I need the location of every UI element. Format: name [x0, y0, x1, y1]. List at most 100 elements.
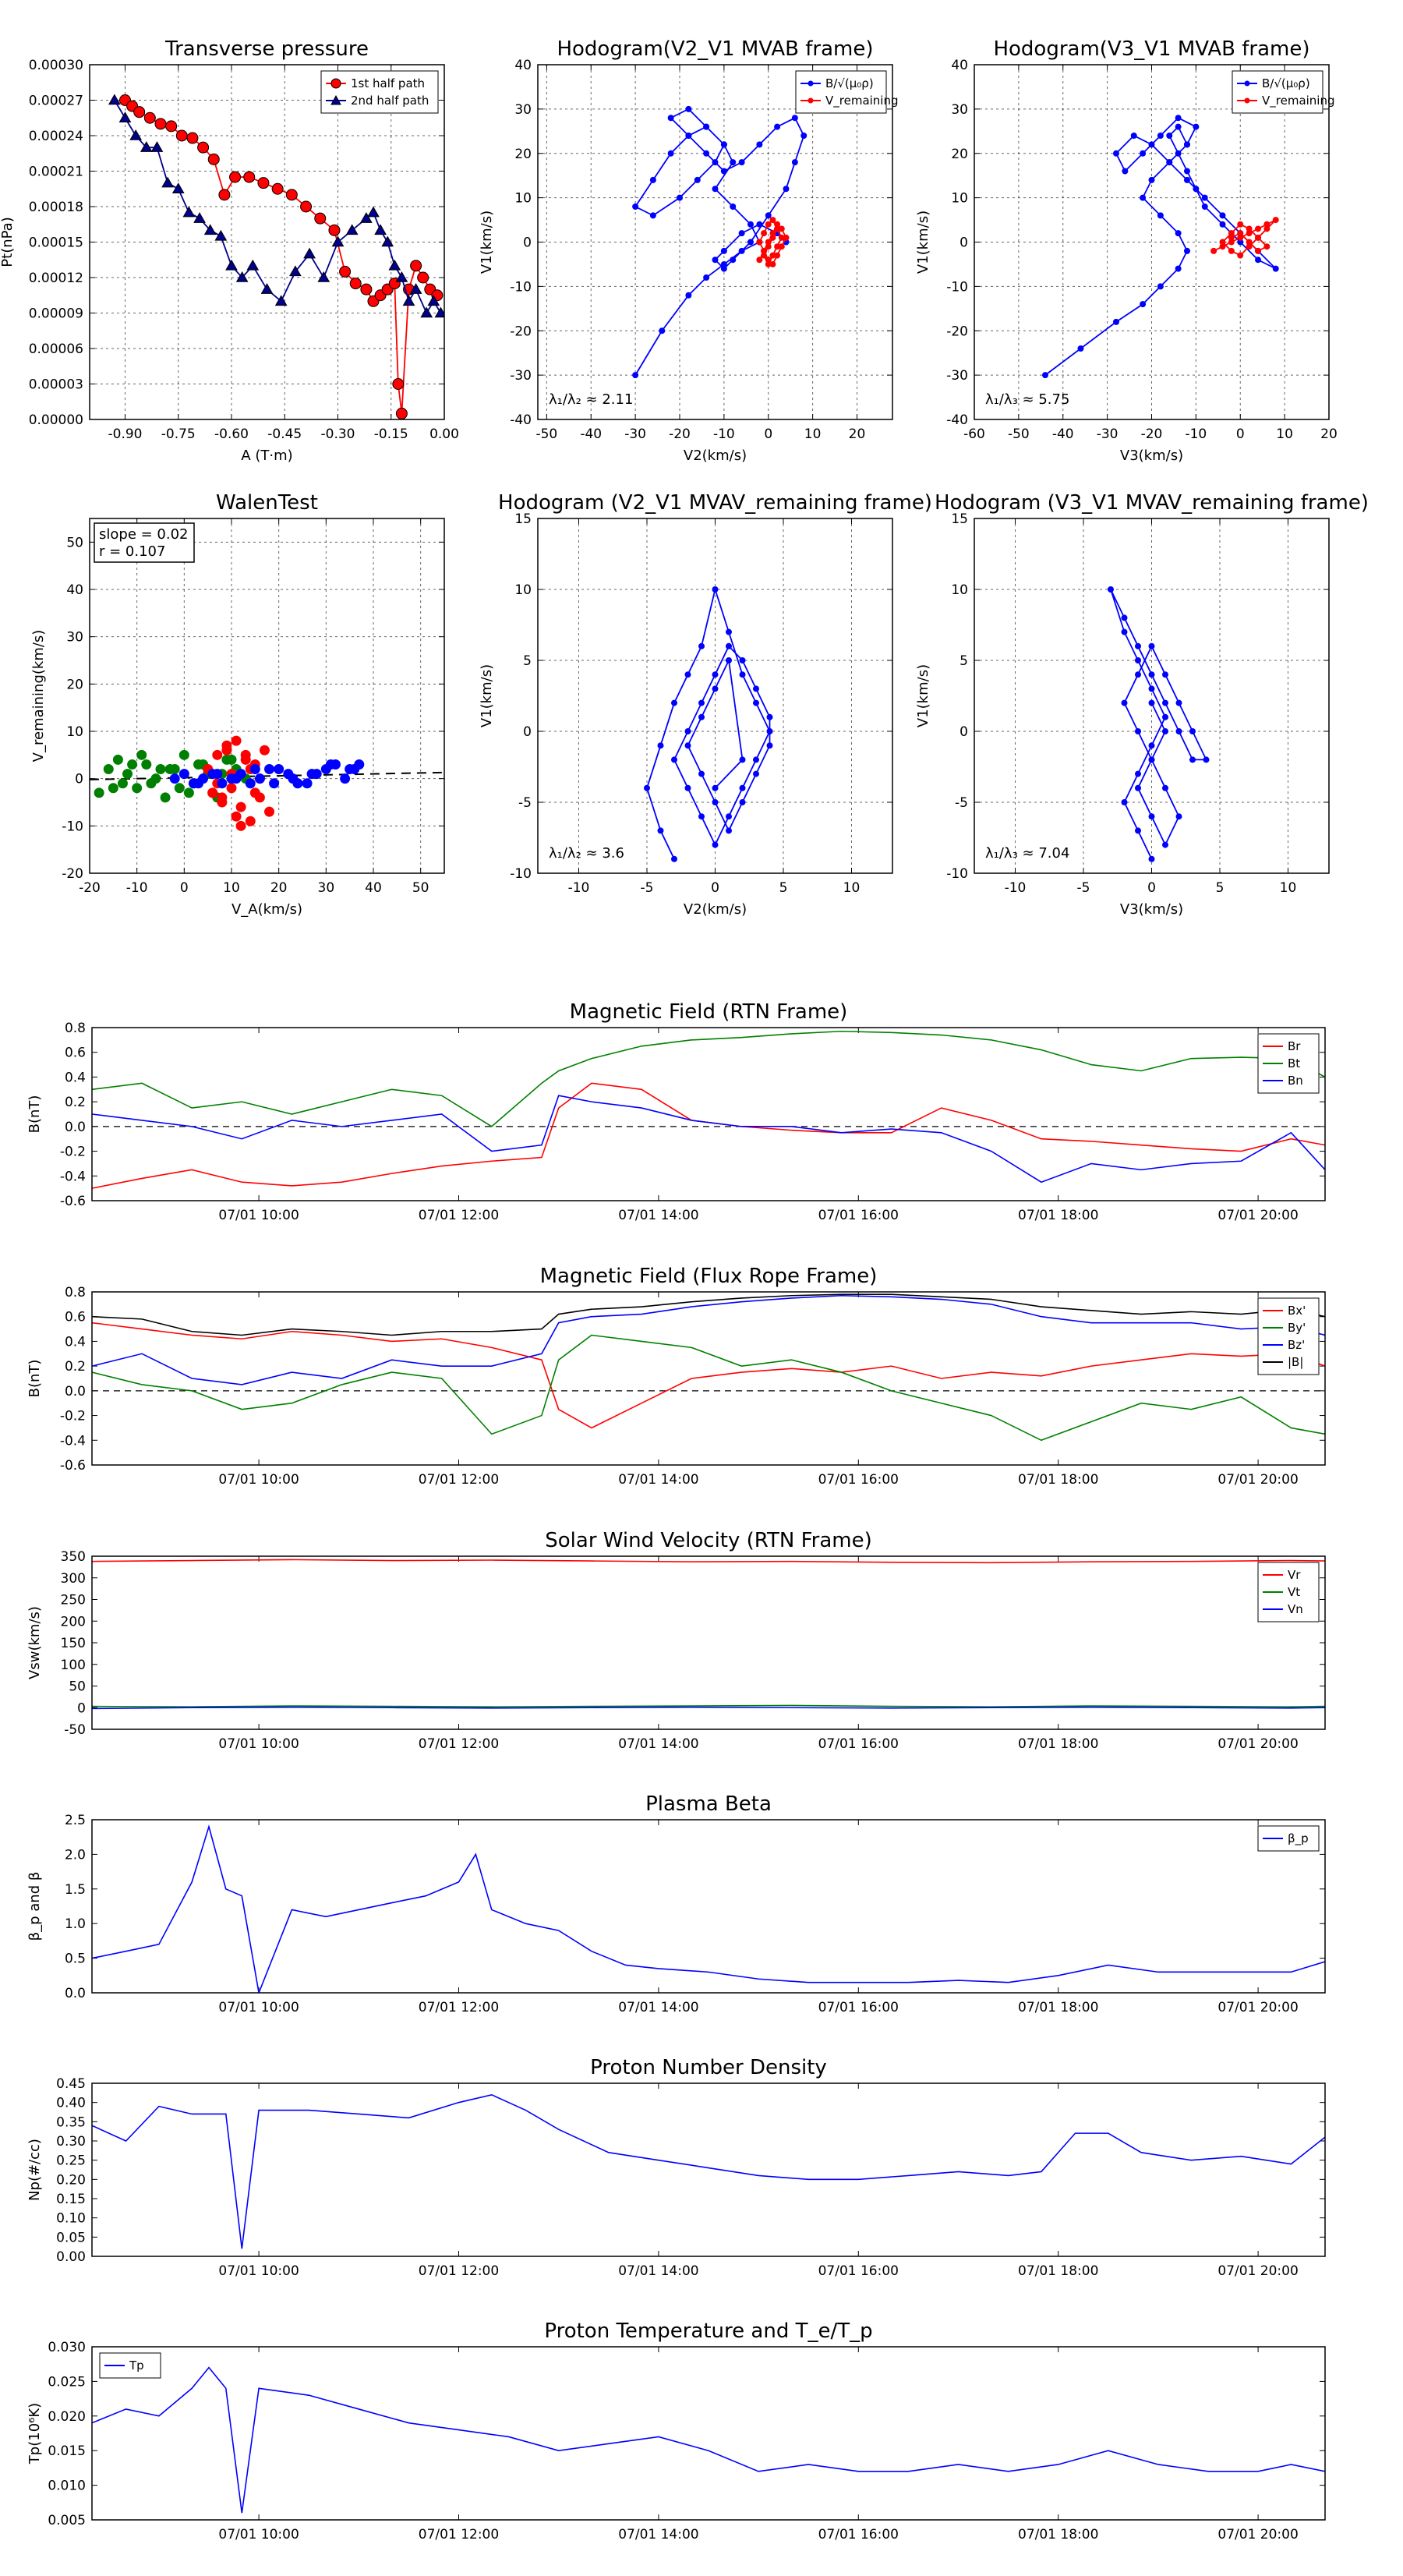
- y-tick-label: -5: [518, 795, 532, 811]
- legend: Tp: [99, 2352, 161, 2379]
- data-point: [1042, 372, 1048, 379]
- data-point: [1140, 301, 1147, 308]
- data-point: [218, 189, 231, 201]
- data-point: [434, 306, 444, 318]
- data-point: [395, 407, 408, 419]
- data-point: [1228, 234, 1235, 241]
- y-tick-label: 0.25: [56, 2153, 86, 2169]
- y-tick-label: -5: [955, 795, 968, 811]
- y-tick-label: 0.4: [65, 1334, 86, 1350]
- series-line-1: [92, 1704, 1325, 1707]
- data-point: [659, 327, 666, 334]
- plot-area: [92, 1030, 1325, 1189]
- y-axis-label: V1(km/s): [915, 664, 931, 727]
- x-tick-label: 0.00: [429, 426, 459, 442]
- x-tick-label: -30: [624, 426, 646, 442]
- data-point: [345, 764, 355, 775]
- legend-label: B/√(μ₀ρ): [1262, 76, 1310, 90]
- data-point: [339, 265, 352, 278]
- x-tick-label: 07/01 18:00: [1018, 1208, 1098, 1223]
- data-point: [207, 153, 220, 165]
- data-point: [132, 783, 143, 794]
- data-point: [340, 773, 351, 784]
- legend-label: Vr: [1288, 1568, 1301, 1582]
- y-axis-label: B(nT): [27, 1095, 43, 1134]
- data-point: [1162, 713, 1168, 720]
- data-point: [1246, 239, 1253, 246]
- data-point: [182, 206, 196, 218]
- x-tick-label: 5: [779, 880, 788, 896]
- y-tick-label: 0: [523, 235, 532, 251]
- legend-label: Br: [1288, 1039, 1301, 1053]
- data-point: [739, 756, 746, 763]
- data-point: [245, 778, 256, 789]
- chart-vsw: Solar Wind Velocity (RTN Frame) 07/01 10:…: [27, 1529, 1326, 1752]
- y-tick-label: 40: [514, 58, 532, 73]
- y-tick-label: 0.20: [56, 2172, 86, 2188]
- data-point: [726, 657, 732, 663]
- x-tick-label: 07/01 12:00: [419, 1208, 499, 1223]
- data-point: [1189, 756, 1196, 763]
- data-point: [235, 271, 249, 282]
- plot-area: [90, 735, 444, 831]
- series-line-0: [92, 1322, 1325, 1429]
- data-point: [747, 221, 754, 228]
- plot-frame: [537, 518, 893, 874]
- legend-marker: [808, 97, 814, 104]
- data-point: [774, 225, 781, 232]
- chart-np: Proton Number Density 07/01 10:00 07/01 12…: [27, 2056, 1326, 2279]
- x-tick-label: 50: [412, 880, 429, 896]
- data-point: [1135, 728, 1141, 734]
- y-tick-label: 10: [951, 582, 968, 598]
- data-point: [1237, 221, 1244, 228]
- data-point: [756, 257, 763, 264]
- x-tick-label: -10: [713, 426, 735, 442]
- data-point: [1135, 657, 1141, 663]
- data-point: [1121, 699, 1128, 706]
- x-tick-label: 30: [318, 880, 335, 896]
- annotation-text: slope = 0.02: [99, 526, 189, 543]
- x-tick-label: 10: [843, 880, 861, 896]
- data-point: [1148, 813, 1155, 820]
- data-point: [739, 799, 746, 805]
- data-point: [395, 271, 408, 282]
- x-tick-label: 07/01 18:00: [1018, 2527, 1098, 2542]
- plot-area: [92, 2366, 1325, 2514]
- legend: Bx' By' Bz' |B|: [1257, 1297, 1320, 1375]
- series-line-0: [124, 99, 438, 414]
- data-point: [1122, 168, 1129, 175]
- x-tick-label: -40: [1052, 426, 1074, 442]
- chart-h1: Hodogram(V2_V1 MVAB frame)-50 -40 -30 -20 -1…: [479, 37, 899, 464]
- series-line-2: [92, 1095, 1325, 1184]
- x-tick-label: 07/01 20:00: [1217, 2000, 1298, 2015]
- x-tick-label: 07/01 10:00: [218, 2263, 299, 2279]
- data-point: [374, 224, 387, 235]
- legend-marker: [330, 78, 341, 89]
- y-tick-label: -30: [510, 368, 532, 384]
- x-tick-label: 07/01 14:00: [618, 2263, 698, 2279]
- data-point: [726, 628, 732, 635]
- data-point: [225, 259, 238, 271]
- y-tick-label: 0.2: [65, 1095, 86, 1110]
- data-point: [800, 133, 808, 139]
- data-point: [288, 773, 299, 784]
- x-axis-label: V2(km/s): [684, 901, 747, 918]
- data-point: [769, 252, 776, 259]
- data-point: [306, 769, 317, 780]
- data-point: [698, 713, 705, 720]
- y-tick-label: 0.8: [65, 1285, 86, 1300]
- data-point: [1140, 194, 1147, 201]
- data-point: [698, 770, 705, 777]
- data-point: [317, 271, 330, 282]
- data-point: [667, 150, 674, 157]
- data-point: [753, 770, 759, 777]
- data-point: [703, 150, 710, 157]
- data-point: [285, 189, 298, 201]
- data-point: [303, 247, 316, 259]
- data-point: [1148, 642, 1155, 649]
- x-tick-label: 07/01 18:00: [1018, 1736, 1098, 1752]
- data-point: [726, 813, 732, 820]
- y-tick-label: 0.6: [65, 1046, 86, 1061]
